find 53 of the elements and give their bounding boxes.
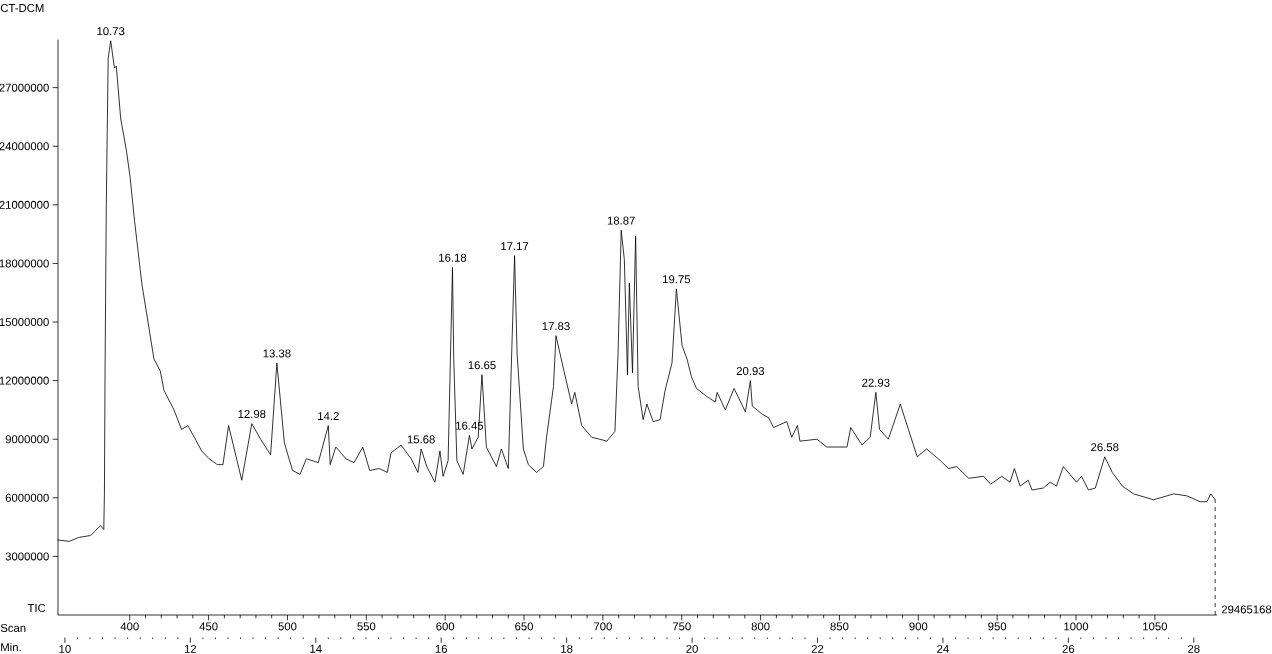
annotation: 15.68 — [407, 435, 435, 444]
annotation: 10.73 — [97, 27, 125, 36]
annotation: 20.93 — [736, 367, 765, 376]
x2-tick-label: 950 — [988, 622, 1007, 631]
annotation: 16.18 — [439, 253, 467, 262]
x-tick-label: 18 — [561, 644, 573, 653]
y-tick-label: 24000000 — [0, 142, 49, 151]
annotation: 14.2 — [318, 412, 339, 420]
y-tick-label: 9000000 — [5, 435, 49, 444]
x-tick-label: 24 — [937, 644, 949, 653]
annotation: 17.83 — [542, 322, 570, 331]
x2-tick-label: 600 — [436, 622, 455, 631]
annotation: 12.98 — [238, 409, 266, 418]
x2-tick-label: 800 — [751, 622, 770, 631]
y-tick-label: 3000000 — [5, 552, 49, 561]
annotation: 19.75 — [663, 275, 691, 284]
x2-axis-title: Scan — [0, 624, 26, 633]
x-axis-title: Min. — [1, 642, 21, 652]
x-tick-label: 28 — [1188, 644, 1200, 653]
x-tick-label: 20 — [686, 644, 698, 653]
x2-tick-label: 1050 — [1143, 622, 1168, 631]
x2-tick-label: 450 — [199, 622, 218, 631]
x-tick-label: 26 — [1062, 644, 1075, 653]
text: 29465168 — [1221, 605, 1272, 614]
x-tick-label: 22 — [811, 644, 824, 653]
annotation: 16.65 — [468, 361, 496, 370]
x2-tick-label: 650 — [515, 622, 534, 631]
x-tick-label: 14 — [310, 644, 322, 653]
y-tick-label: 18000000 — [0, 259, 49, 268]
annotation: 18.87 — [607, 216, 635, 225]
y-tick-label: 6000000 — [5, 493, 49, 502]
annotation: 22.93 — [862, 378, 890, 387]
x2-tick-label: 1000 — [1064, 622, 1089, 631]
y-tick-label: 21000000 — [0, 200, 49, 209]
x2-tick-label: 400 — [120, 622, 139, 631]
x-tick-label: 16 — [435, 644, 448, 653]
y-tick-label: 27000000 — [0, 83, 49, 92]
x-tick-label: 12 — [184, 644, 197, 653]
x2-tick-label: 850 — [830, 622, 849, 631]
x2-tick-label: 550 — [357, 622, 376, 631]
x2-tick-label: 900 — [909, 622, 928, 631]
annotation: 16.45 — [456, 421, 484, 430]
chart-title: CT-DCM — [0, 3, 44, 12]
x-tick-label: 10 — [59, 644, 71, 653]
y-axis-title: TIC — [27, 604, 46, 613]
annotation: 13.38 — [263, 349, 291, 358]
x2-tick-label: 500 — [278, 622, 297, 631]
annotation: 26.58 — [1091, 443, 1119, 452]
annotation: 17.17 — [501, 242, 529, 251]
y-tick-label: 12000000 — [0, 376, 49, 385]
x2-tick-label: 700 — [594, 622, 612, 631]
x2-tick-label: 750 — [672, 622, 691, 631]
y-tick-label: 15000000 — [0, 318, 49, 327]
